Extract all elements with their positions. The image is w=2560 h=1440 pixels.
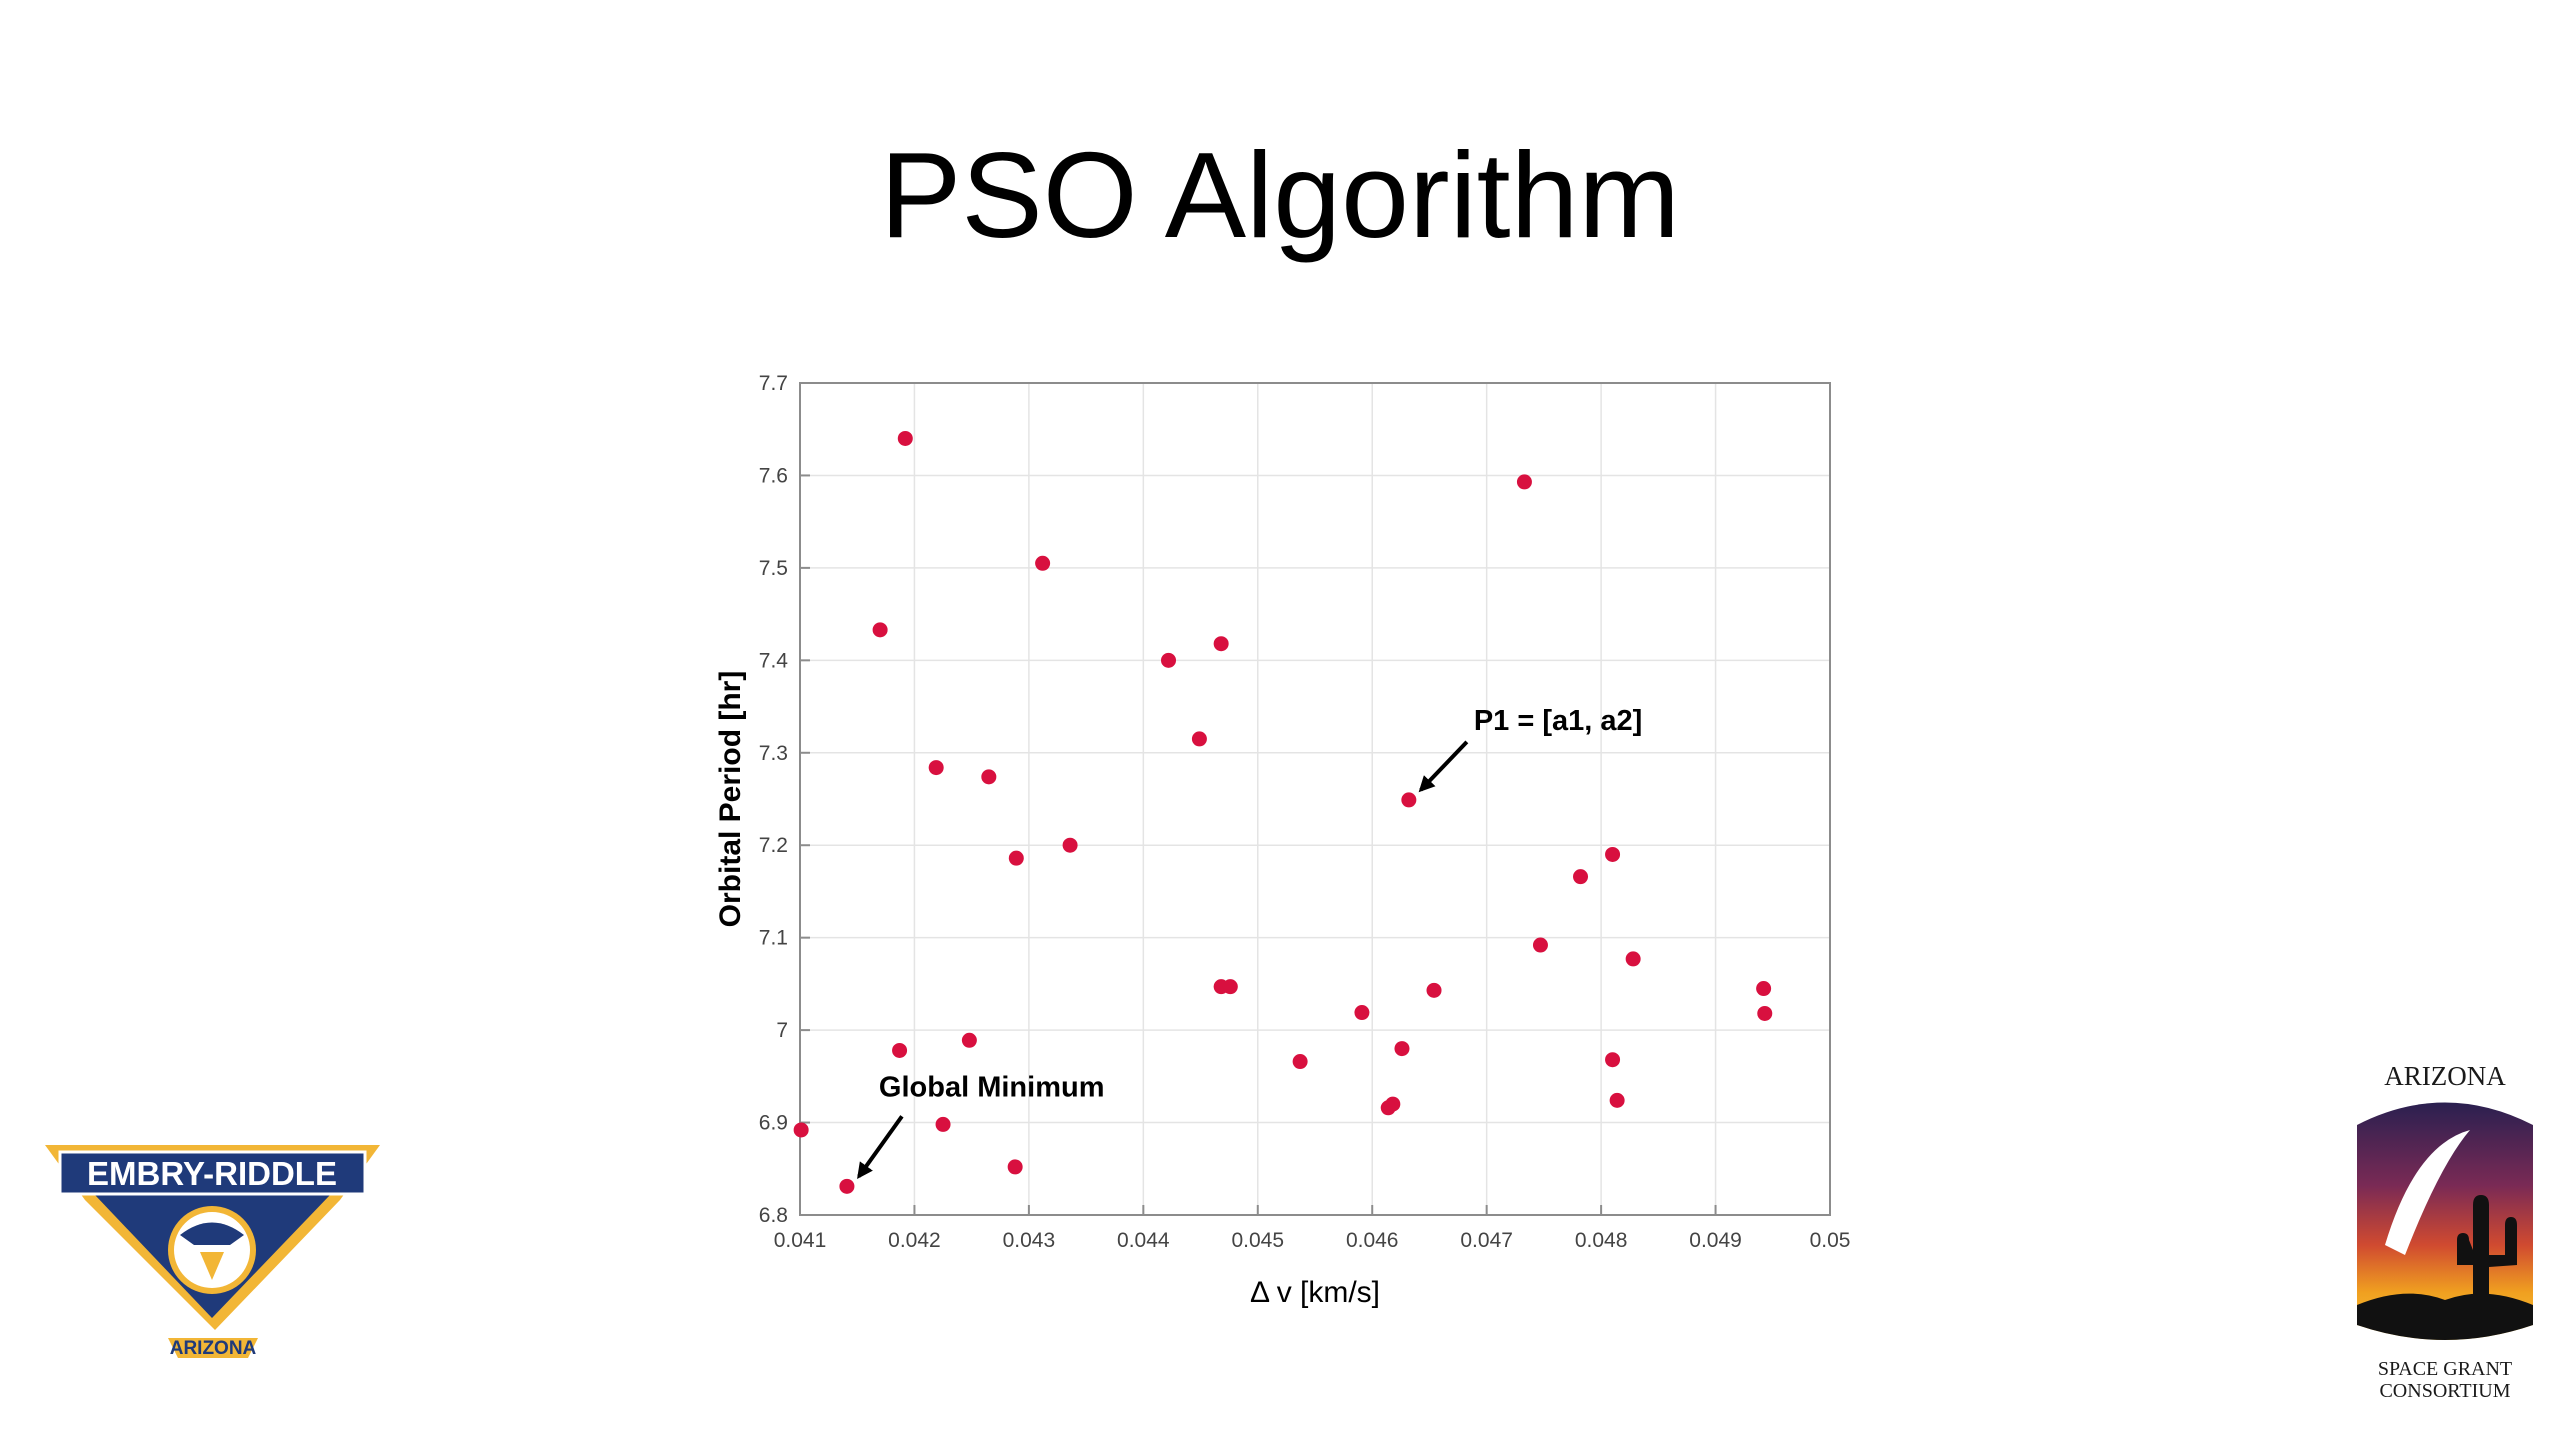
data-point xyxy=(1354,1005,1370,1021)
annotation-label: Global Minimum xyxy=(879,1071,1105,1103)
data-point xyxy=(1222,979,1238,995)
data-points xyxy=(793,430,1773,1194)
asgc-line1: SPACE GRANT xyxy=(2378,1358,2512,1380)
data-point xyxy=(1292,1054,1308,1070)
x-tick-label: 0.041 xyxy=(774,1229,827,1252)
y-tick-label: 7.4 xyxy=(759,649,789,672)
x-tick-label: 0.046 xyxy=(1346,1229,1399,1252)
data-point xyxy=(1625,951,1641,967)
data-point xyxy=(897,430,913,446)
x-tick-label: 0.042 xyxy=(888,1229,941,1252)
x-tick-label: 0.043 xyxy=(1003,1229,1056,1252)
data-point xyxy=(935,1116,951,1132)
data-point xyxy=(1380,1100,1396,1116)
data-point xyxy=(793,1122,809,1138)
asgc-line2: CONSORTIUM xyxy=(2379,1380,2510,1402)
comet-tail xyxy=(2385,1130,2470,1255)
data-point xyxy=(839,1178,855,1194)
saguaro-comet-icon: ARIZONA SPACE GRANT CONSORTIUM xyxy=(2357,1061,2533,1402)
data-point xyxy=(1573,869,1589,885)
y-tick-label: 7.6 xyxy=(759,464,788,487)
arizona-space-grant-logo: ARIZONA SPACE GRANT CONSORTIUM xyxy=(2345,1055,2545,1415)
y-tick-label: 7.3 xyxy=(759,742,788,765)
data-point xyxy=(1394,1041,1410,1057)
mountains xyxy=(2357,1293,2533,1340)
annotation-label: P1 = [a1, a2] xyxy=(1474,705,1642,737)
data-point xyxy=(981,769,997,785)
y-tick-label: 6.8 xyxy=(759,1204,788,1227)
data-point xyxy=(1062,837,1078,853)
eagle-brow xyxy=(180,1222,244,1245)
x-tick-label: 0.045 xyxy=(1231,1229,1284,1252)
eagle-beak xyxy=(200,1252,224,1280)
data-point xyxy=(1516,474,1532,490)
arizona-tag xyxy=(168,1338,258,1358)
eagle-shield-icon: EMBRY-RIDDLE ARIZONA xyxy=(45,1145,380,1359)
y-tick-label: 7.7 xyxy=(759,372,788,395)
data-point xyxy=(1609,1092,1625,1108)
data-point xyxy=(1605,846,1621,862)
annotation-arrow xyxy=(857,1115,904,1179)
plot-frame xyxy=(799,382,1831,1216)
erau-wordmark: EMBRY-RIDDLE xyxy=(87,1155,337,1192)
y-tick-label: 7 xyxy=(776,1019,788,1042)
data-point xyxy=(1008,850,1024,866)
asgc-top-text: ARIZONA xyxy=(2384,1061,2506,1091)
data-point xyxy=(1757,1005,1773,1021)
data-point xyxy=(1191,731,1207,747)
y-tick-label: 7.2 xyxy=(759,834,788,857)
annotation-arrow xyxy=(1418,740,1469,793)
data-point xyxy=(1756,981,1772,997)
data-point xyxy=(1213,636,1229,652)
x-axis-label: Δ v [km/s] xyxy=(1250,1276,1380,1309)
slide-title: PSO Algorithm xyxy=(879,127,1681,263)
data-point xyxy=(1532,937,1548,953)
axis-ticks: 0.041 0.042 0.043 0.044 0.045 0.046 0.047 0.048… xyxy=(759,372,1851,1252)
y-tick-label: 7.5 xyxy=(759,557,788,580)
data-point xyxy=(1161,652,1177,668)
x-tick-label: 0.049 xyxy=(1689,1229,1742,1252)
data-point xyxy=(1605,1052,1621,1068)
data-point xyxy=(1035,555,1051,571)
banner xyxy=(58,1150,367,1196)
data-point xyxy=(1426,982,1442,998)
data-point xyxy=(872,622,888,638)
data-point xyxy=(1007,1159,1023,1175)
annotations: P1 = [a1, a2] Global Minimum xyxy=(857,705,1642,1179)
x-tick-label: 0.05 xyxy=(1810,1229,1851,1252)
erau-arizona-text: ARIZONA xyxy=(170,1338,257,1359)
y-axis-label: Orbital Period [hr] xyxy=(714,671,747,928)
x-tick-label: 0.047 xyxy=(1460,1229,1513,1252)
data-point xyxy=(928,760,944,776)
x-tick-label: 0.044 xyxy=(1117,1229,1170,1252)
data-point xyxy=(892,1042,908,1058)
y-tick-label: 7.1 xyxy=(759,927,788,950)
y-tick-label: 6.9 xyxy=(759,1112,788,1135)
data-point xyxy=(961,1032,977,1048)
embry-riddle-logo: EMBRY-RIDDLE ARIZONA xyxy=(40,1130,385,1370)
data-point xyxy=(1401,792,1417,808)
x-tick-label: 0.048 xyxy=(1575,1229,1628,1252)
saguaro xyxy=(2457,1195,2517,1310)
